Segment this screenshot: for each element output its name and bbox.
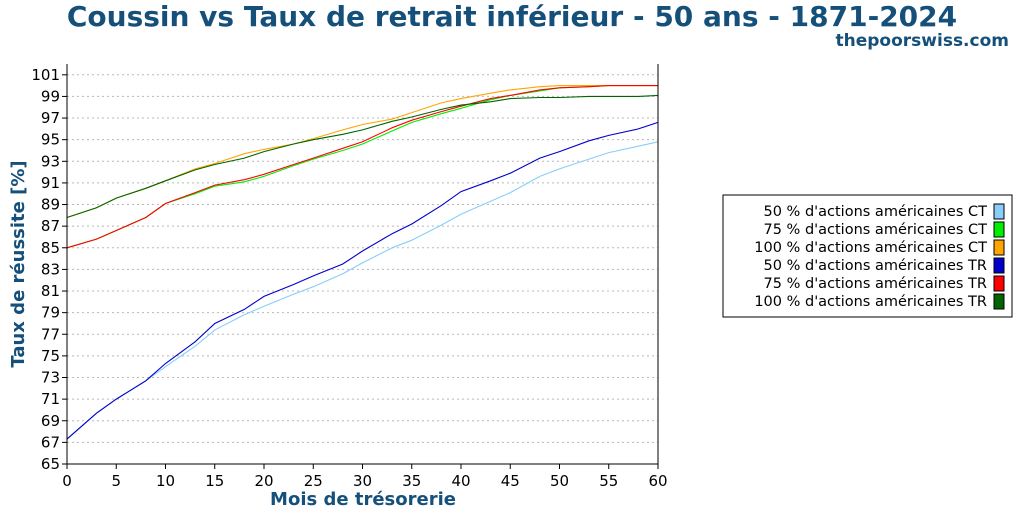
- legend-frame: [722, 194, 1013, 318]
- legend-label-5: 75 % d'actions américaines TR: [764, 276, 987, 292]
- y-tick-label: 75: [41, 347, 60, 365]
- y-tick-label: 89: [41, 196, 60, 214]
- chart-title: Coussin vs Taux de retrait inférieur - 5…: [67, 0, 957, 33]
- y-tick-label: 91: [41, 174, 60, 192]
- x-tick-label: 30: [353, 472, 372, 490]
- legend-label-1: 50 % d'actions américaines CT: [764, 204, 988, 220]
- axes: [62, 64, 659, 469]
- legend-label-3: 100 % d'actions américaines CT: [754, 240, 987, 256]
- x-tick-label: 45: [501, 472, 520, 490]
- grid: [67, 74, 658, 465]
- y-tick-label: 95: [41, 131, 60, 149]
- series-line-6: [66, 94, 659, 219]
- tick-labels: 6567697173757779818385878991939597991010…: [31, 66, 667, 490]
- x-tick-label: 35: [402, 472, 421, 490]
- x-tick-label: 50: [550, 472, 569, 490]
- y-tick-label: 101: [31, 66, 60, 84]
- y-tick-label: 85: [41, 239, 60, 257]
- series-line-5: [66, 85, 658, 249]
- legend-swatch-4: [993, 257, 1005, 274]
- legend-label-2: 75 % d'actions américaines CT: [764, 222, 988, 238]
- legend-swatch-3: [993, 239, 1005, 256]
- x-tick-label: 40: [451, 472, 470, 490]
- legend-swatch-6: [993, 293, 1005, 310]
- y-tick-label: 81: [41, 282, 60, 300]
- x-tick-label: 10: [156, 472, 175, 490]
- legend-swatch-2: [993, 221, 1005, 238]
- series-group: [66, 85, 659, 440]
- y-tick-label: 65: [41, 455, 60, 473]
- legend-label-4: 50 % d'actions américaines TR: [764, 258, 987, 274]
- series-line-4: [66, 121, 659, 440]
- legend-label-6: 100 % d'actions américaines TR: [754, 294, 987, 310]
- x-tick-label: 25: [304, 472, 323, 490]
- y-tick-label: 69: [41, 412, 60, 430]
- y-tick-label: 79: [41, 304, 60, 322]
- series-line-3: [66, 85, 658, 219]
- y-tick-label: 99: [41, 87, 60, 105]
- y-axis-label: Taux de réussite [%]: [8, 160, 29, 367]
- series-line-1: [66, 141, 659, 440]
- y-tick-label: 93: [41, 152, 60, 170]
- x-tick-label: 5: [111, 472, 121, 490]
- y-tick-label: 87: [41, 217, 60, 235]
- x-tick-label: 60: [648, 472, 667, 490]
- y-tick-label: 83: [41, 260, 60, 278]
- x-tick-label: 20: [254, 472, 273, 490]
- legend-swatch-1: [993, 203, 1005, 220]
- y-tick-label: 77: [41, 325, 60, 343]
- series-line-2: [66, 85, 658, 249]
- site-name: thepoorswiss.com: [836, 31, 1010, 51]
- y-tick-label: 97: [41, 109, 60, 127]
- x-tick-label: 55: [599, 472, 618, 490]
- y-tick-label: 71: [41, 390, 60, 408]
- legend: 50 % d'actions américaines CT 75 % d'acti…: [722, 194, 1013, 318]
- x-tick-label: 15: [205, 472, 224, 490]
- x-axis-label: Mois de trésorerie: [270, 489, 456, 510]
- legend-swatch-5: [993, 275, 1005, 292]
- x-tick-label: 0: [62, 472, 72, 490]
- y-tick-label: 67: [41, 433, 60, 451]
- y-tick-label: 73: [41, 369, 60, 387]
